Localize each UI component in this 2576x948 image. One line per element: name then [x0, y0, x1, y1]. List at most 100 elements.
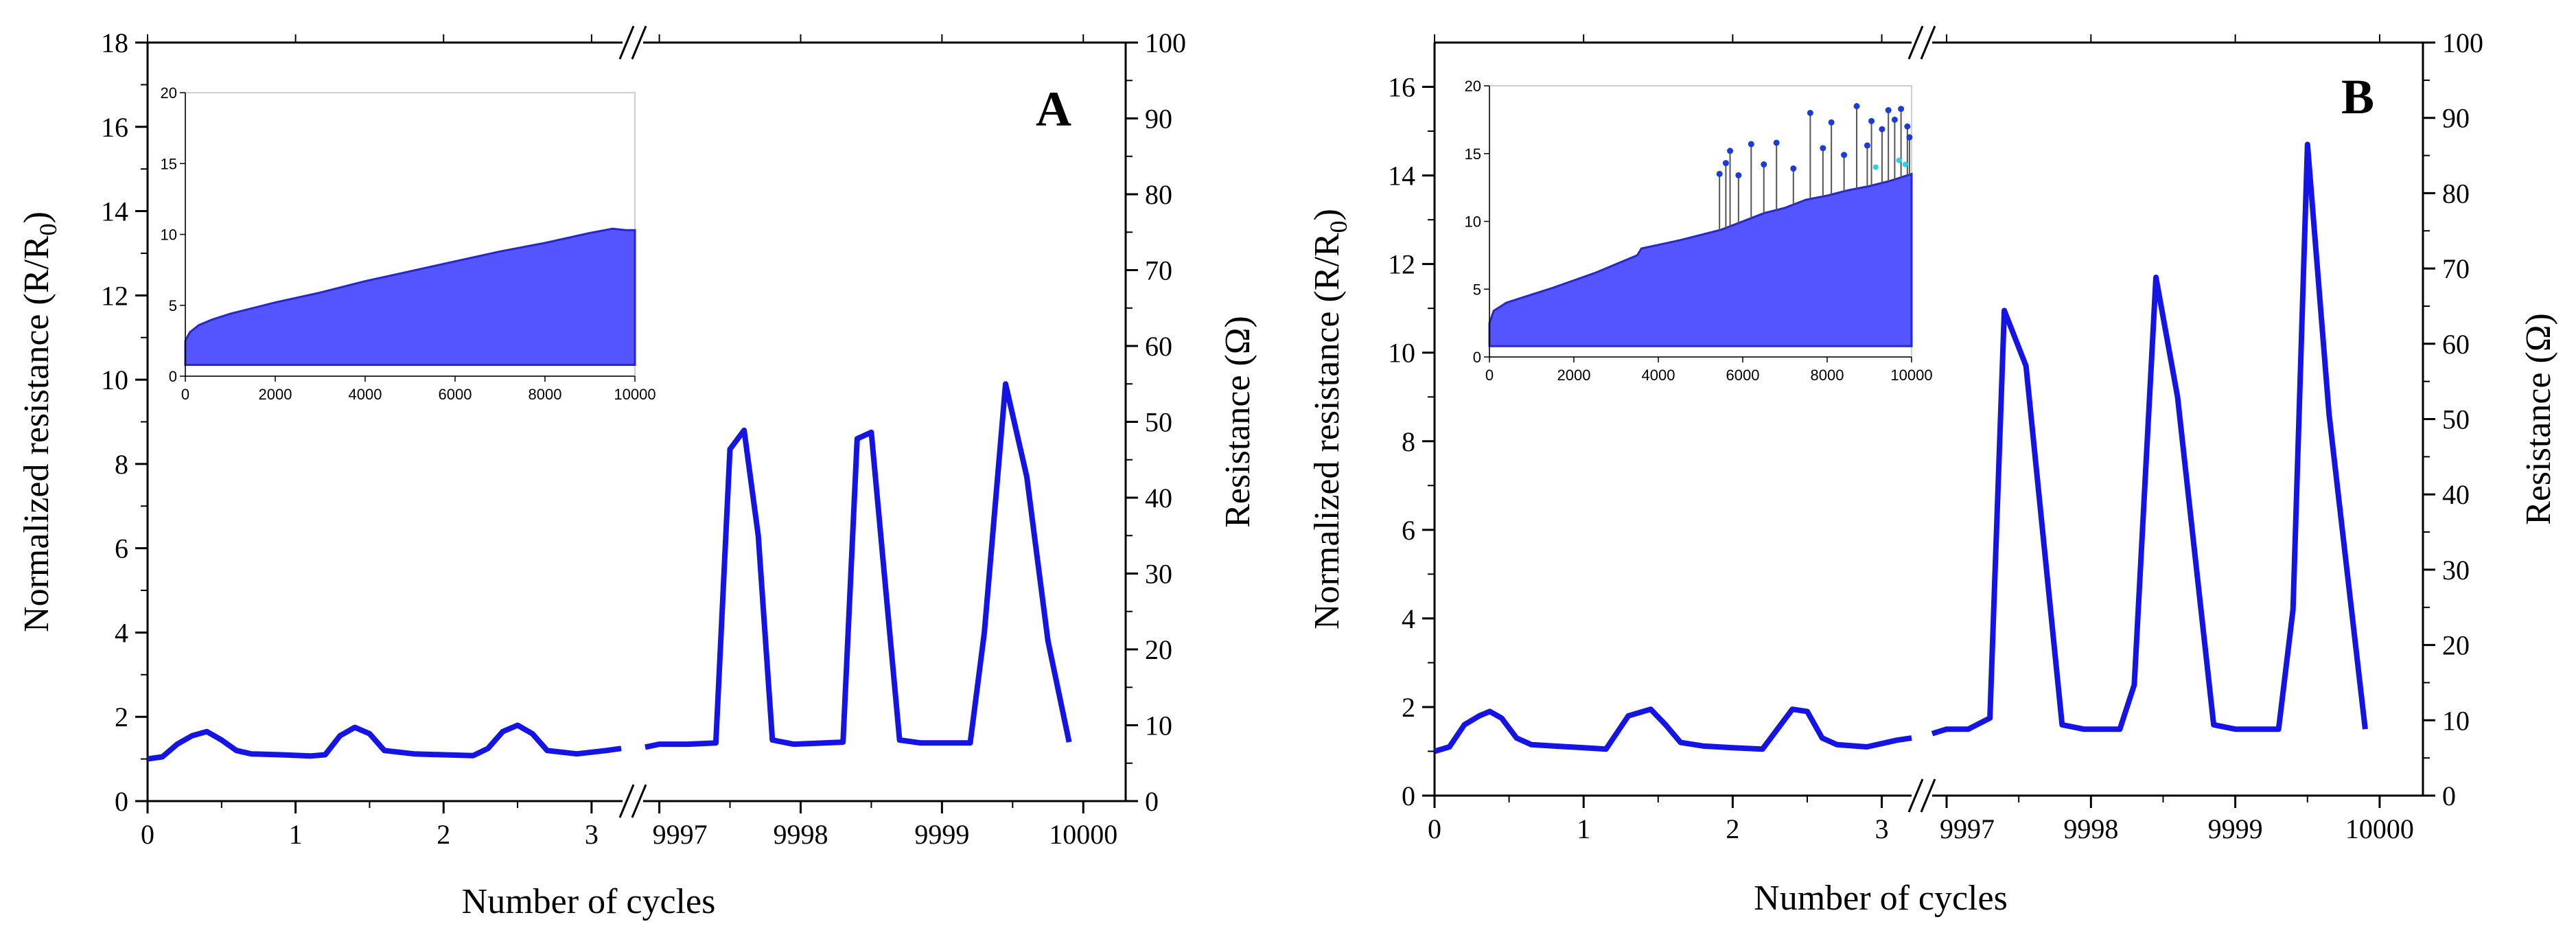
- inset-spike-point: [1853, 103, 1860, 110]
- y-tick-label: 14: [1388, 161, 1415, 192]
- inset-spike-point: [1820, 145, 1826, 152]
- y-tick-label: 8: [115, 449, 128, 480]
- inset-spike-point: [1716, 170, 1723, 177]
- y2-tick-label: 10: [2442, 705, 2470, 736]
- x-tick-label: 1: [289, 819, 303, 850]
- x-tick-label: 0: [141, 819, 154, 850]
- axis-break-slash: [618, 784, 635, 818]
- y-tick-label: 12: [101, 280, 128, 311]
- inset-spike-point: [1891, 116, 1898, 123]
- series-line-2: [1931, 141, 2368, 737]
- inset-x-tick-label: 4000: [349, 386, 382, 403]
- inset-spike-point: [1868, 117, 1875, 124]
- inset-spike-point: [1727, 148, 1734, 154]
- y2-tick-label: 0: [1145, 786, 1159, 817]
- inset-y-tick-label: 15: [161, 155, 177, 172]
- inset-spike-point: [1735, 172, 1742, 178]
- y2-axis-title: Resistance (Ω): [1218, 316, 1257, 528]
- x-tick-label: 9999: [2208, 813, 2263, 844]
- inset-y-tick-label: 5: [169, 297, 177, 314]
- x-tick-label: 1: [1577, 813, 1590, 844]
- y-tick-label: 8: [1402, 426, 1415, 457]
- inset-x-tick-label: 2000: [1557, 367, 1591, 384]
- inset-spike-highlight: [1872, 164, 1879, 170]
- x-tick-label: 9998: [2063, 813, 2118, 844]
- inset-y-tick-label: 0: [169, 368, 177, 385]
- y2-axis-title: Resistance (Ω): [2519, 313, 2558, 525]
- y-tick-label: 16: [101, 112, 128, 143]
- y-tick-label: 4: [115, 617, 128, 648]
- y2-tick-label: 50: [1145, 407, 1172, 438]
- y2-tick-label: 0: [2442, 781, 2456, 811]
- y2-tick-label: 30: [1145, 559, 1172, 590]
- inset-y-tick-label: 15: [1465, 146, 1481, 163]
- axis-break-slash: [1920, 25, 1936, 60]
- y-tick-label: 2: [115, 702, 128, 732]
- x-tick-label: 9998: [773, 819, 828, 850]
- y-tick-label: 10: [101, 365, 128, 395]
- x-tick-label: 10000: [1049, 819, 1117, 850]
- x-axis-title: Number of cycles: [462, 882, 716, 921]
- inset-y-tick-label: 5: [1473, 281, 1481, 298]
- y-tick-label: 4: [1402, 603, 1415, 634]
- inset-spike-highlight: [1902, 161, 1908, 167]
- y2-tick-label: 90: [2442, 103, 2470, 134]
- y2-tick-label: 50: [2442, 404, 2470, 435]
- inset-x-tick-label: 0: [181, 386, 189, 403]
- inset-spikes: [1716, 103, 1913, 231]
- inset-spike-point: [1885, 107, 1892, 114]
- inset-x-tick-label: 8000: [529, 386, 562, 403]
- panel-letter: A: [1036, 82, 1071, 137]
- inset-spike-point: [1773, 139, 1780, 146]
- inset-chart: 0 5 10 15 20 0 2000 4000 6000 8000 10000: [1465, 78, 1933, 384]
- inset-spike-point: [1722, 160, 1729, 167]
- y2-tick-label: 70: [2442, 253, 2470, 284]
- y2-tick-label: 60: [1145, 331, 1172, 362]
- axis-break-bottom: [1907, 778, 1936, 813]
- inset-spike-point: [1748, 141, 1754, 148]
- inset-x-tick-label: 8000: [1811, 367, 1844, 384]
- y2-tick-label: 30: [2442, 555, 2470, 586]
- y-tick-label: 0: [115, 786, 128, 817]
- inset-x-tick-label: 2000: [259, 386, 292, 403]
- y2-tick-label: 40: [1145, 483, 1172, 513]
- y-tick-label: 2: [1402, 692, 1415, 723]
- axis-break-bottom: [618, 784, 647, 818]
- y2-tick-label: 20: [1145, 634, 1172, 665]
- x-tick-label: 2: [1726, 813, 1739, 844]
- y2-tick-label: 20: [2442, 630, 2470, 661]
- y-tick-label: 18: [101, 27, 128, 58]
- inset-spike-point: [1898, 106, 1905, 113]
- y-tick-label: 14: [101, 196, 128, 227]
- axis-break-top: [618, 25, 647, 60]
- y-tick-label: 6: [115, 533, 128, 564]
- x-tick-label: 3: [1875, 813, 1889, 844]
- y2-tick-label: 80: [1145, 179, 1172, 210]
- y2-tick-label: 80: [2442, 178, 2470, 209]
- y-tick-label: 0: [1402, 781, 1415, 811]
- x-tick-label: 9997: [1940, 813, 1995, 844]
- axis-break-slash: [631, 25, 647, 60]
- x-tick-label: 2: [437, 819, 450, 850]
- y-axis-title-end: ): [17, 211, 56, 223]
- inset-spike-point: [1879, 126, 1885, 132]
- y-axis-title-main: Normalized resistance (R/R: [1308, 233, 1347, 629]
- y-tick-label: 6: [1402, 515, 1415, 546]
- y-axis-title-subscript: 0: [34, 223, 62, 235]
- axis-break-slash: [1907, 778, 1924, 813]
- inset-spike-point: [1761, 161, 1767, 168]
- y2-tick-label: 10: [1145, 710, 1172, 741]
- x-axis-title: Number of cycles: [1754, 879, 2008, 918]
- inset-spike-point: [1828, 119, 1835, 126]
- axis-break-slash: [1907, 25, 1924, 60]
- x-tick-label: 3: [585, 819, 599, 850]
- inset-x-tick-label: 6000: [439, 386, 472, 403]
- axis-break-slash: [1920, 778, 1936, 813]
- y2-tick-label: 100: [2442, 27, 2483, 58]
- inset-spike-point: [1864, 142, 1870, 149]
- inset-area: [1488, 172, 1913, 347]
- y2-tick-label: 100: [1145, 27, 1186, 58]
